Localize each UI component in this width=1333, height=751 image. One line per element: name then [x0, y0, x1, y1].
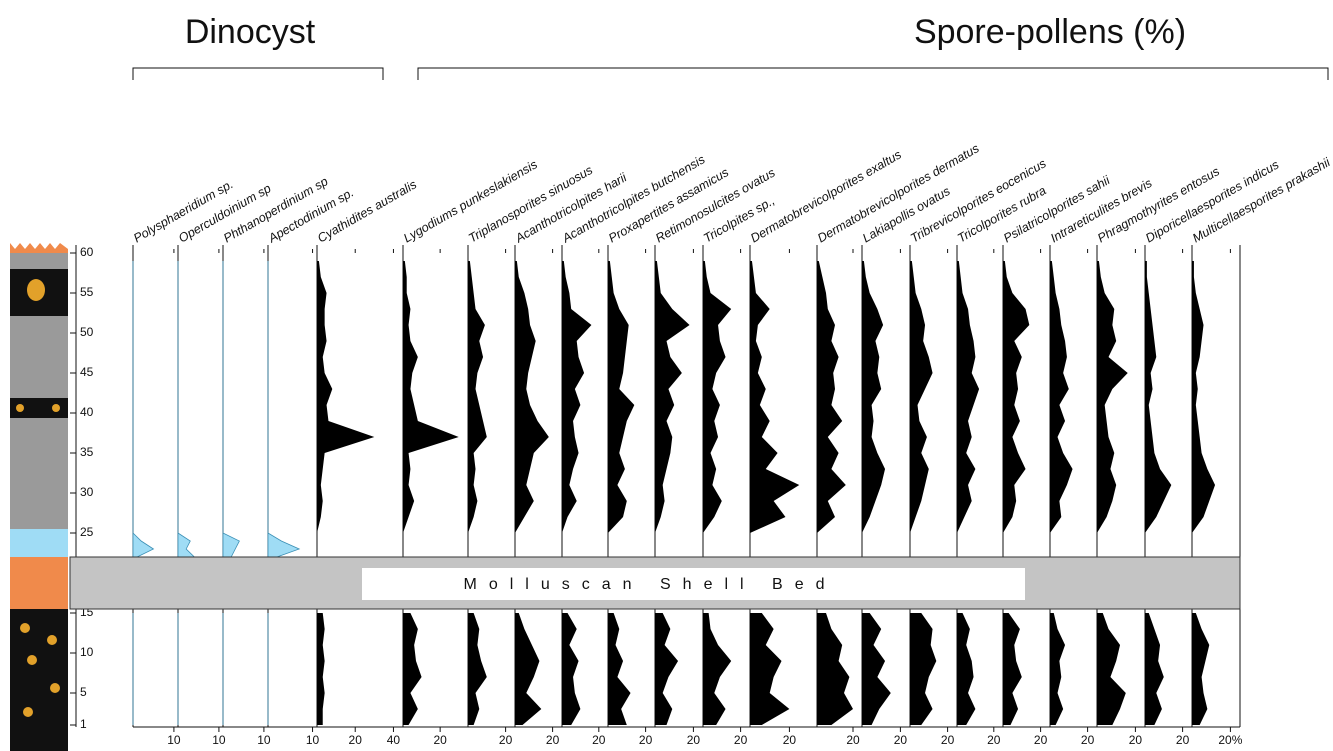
y-tick-label: 50 — [80, 325, 94, 339]
area — [1003, 613, 1022, 725]
area — [910, 613, 936, 725]
shell-bed-label: Molluscan Shell Bed — [464, 576, 837, 593]
litho-blue — [10, 529, 68, 557]
area — [608, 261, 634, 557]
area — [1003, 261, 1029, 557]
x-tick-label: 10 — [306, 733, 320, 747]
litho-top — [10, 243, 68, 253]
area — [750, 261, 799, 557]
y-tick-label: 25 — [80, 525, 94, 539]
y-tick-label: 45 — [80, 365, 94, 379]
lithology-column — [10, 243, 68, 751]
area — [703, 261, 731, 557]
x-tick-label: 20 — [592, 733, 606, 747]
area — [957, 261, 979, 557]
area — [317, 613, 325, 725]
area — [562, 613, 580, 725]
x-tick-label: 20 — [1034, 733, 1048, 747]
x-tick-label: 20 — [349, 733, 363, 747]
area — [403, 261, 459, 557]
area — [817, 261, 846, 557]
area — [515, 261, 549, 557]
x-tick-label: 20 — [734, 733, 748, 747]
area — [655, 613, 678, 725]
x-tick-label: 20 — [433, 733, 447, 747]
litho-fossil — [20, 623, 30, 633]
x-tick-label: 20 — [639, 733, 653, 747]
area — [1097, 261, 1128, 557]
group-bracket — [418, 68, 1328, 80]
area — [468, 261, 487, 557]
area — [703, 613, 731, 725]
x-tick-label: 20 — [687, 733, 701, 747]
area — [317, 261, 374, 557]
area — [468, 613, 487, 725]
litho-fossil — [27, 279, 45, 301]
area — [1192, 261, 1215, 557]
area — [223, 261, 239, 557]
plots: 151015202530354045505560Polysphaeridium … — [70, 141, 1333, 747]
litho-orange — [10, 557, 68, 609]
x-tick-label: 20 — [941, 733, 955, 747]
area — [562, 261, 591, 557]
y-tick-label: 5 — [80, 685, 87, 699]
litho-fossil — [50, 683, 60, 693]
area — [133, 261, 153, 557]
y-tick-label: 30 — [80, 485, 94, 499]
page: Dinocyst Spore-pollens (%) 1510152025303… — [0, 0, 1333, 751]
group-bracket — [133, 68, 383, 80]
area — [268, 261, 299, 557]
area — [1145, 613, 1164, 725]
area — [178, 261, 194, 557]
x-tick-label: 40 — [387, 733, 401, 747]
x-tick-label: 20 — [1176, 733, 1190, 747]
y-tick-label: 55 — [80, 285, 94, 299]
area — [750, 613, 789, 725]
area — [910, 261, 933, 557]
area — [862, 613, 891, 725]
x-tick-label: 10 — [257, 733, 271, 747]
area — [1050, 613, 1065, 725]
litho-grey — [10, 418, 68, 529]
litho-fossil — [16, 404, 24, 412]
group-title: Dinocyst — [185, 13, 316, 51]
area — [1192, 613, 1209, 725]
x-tick-label: 20 — [846, 733, 860, 747]
area — [608, 613, 631, 725]
litho-black — [10, 609, 68, 751]
x-tick-label: 20 — [987, 733, 1001, 747]
y-tick-label: 35 — [80, 445, 94, 459]
x-tick-label: 20 — [1129, 733, 1143, 747]
area — [817, 613, 853, 725]
x-tick-label: 20 — [894, 733, 908, 747]
y-tick-label: 10 — [80, 645, 94, 659]
area — [862, 261, 885, 557]
area — [1145, 261, 1171, 557]
x-tick-label: 20% — [1218, 733, 1242, 747]
y-tick-label: 40 — [80, 405, 94, 419]
x-tick-label: 20 — [783, 733, 797, 747]
chart: Dinocyst Spore-pollens (%) 1510152025303… — [0, 0, 1333, 751]
area — [655, 261, 690, 557]
litho-grey — [10, 316, 68, 398]
area — [515, 613, 541, 725]
x-tick-label: 10 — [167, 733, 181, 747]
group-title: Spore-pollens (%) — [914, 13, 1186, 51]
litho-fossil — [52, 404, 60, 412]
y-tick-label: 1 — [80, 717, 87, 731]
x-tick-label: 20 — [1081, 733, 1095, 747]
x-tick-label: 20 — [499, 733, 513, 747]
area — [957, 613, 975, 725]
x-tick-label: 10 — [212, 733, 226, 747]
area — [1050, 261, 1073, 557]
x-tick-label: 20 — [546, 733, 560, 747]
litho-fossil — [27, 655, 37, 665]
litho-fossil — [23, 707, 33, 717]
y-tick-label: 60 — [80, 245, 94, 259]
litho-grey — [10, 253, 68, 269]
area — [403, 613, 422, 725]
area — [1097, 613, 1126, 725]
litho-fossil — [47, 635, 57, 645]
